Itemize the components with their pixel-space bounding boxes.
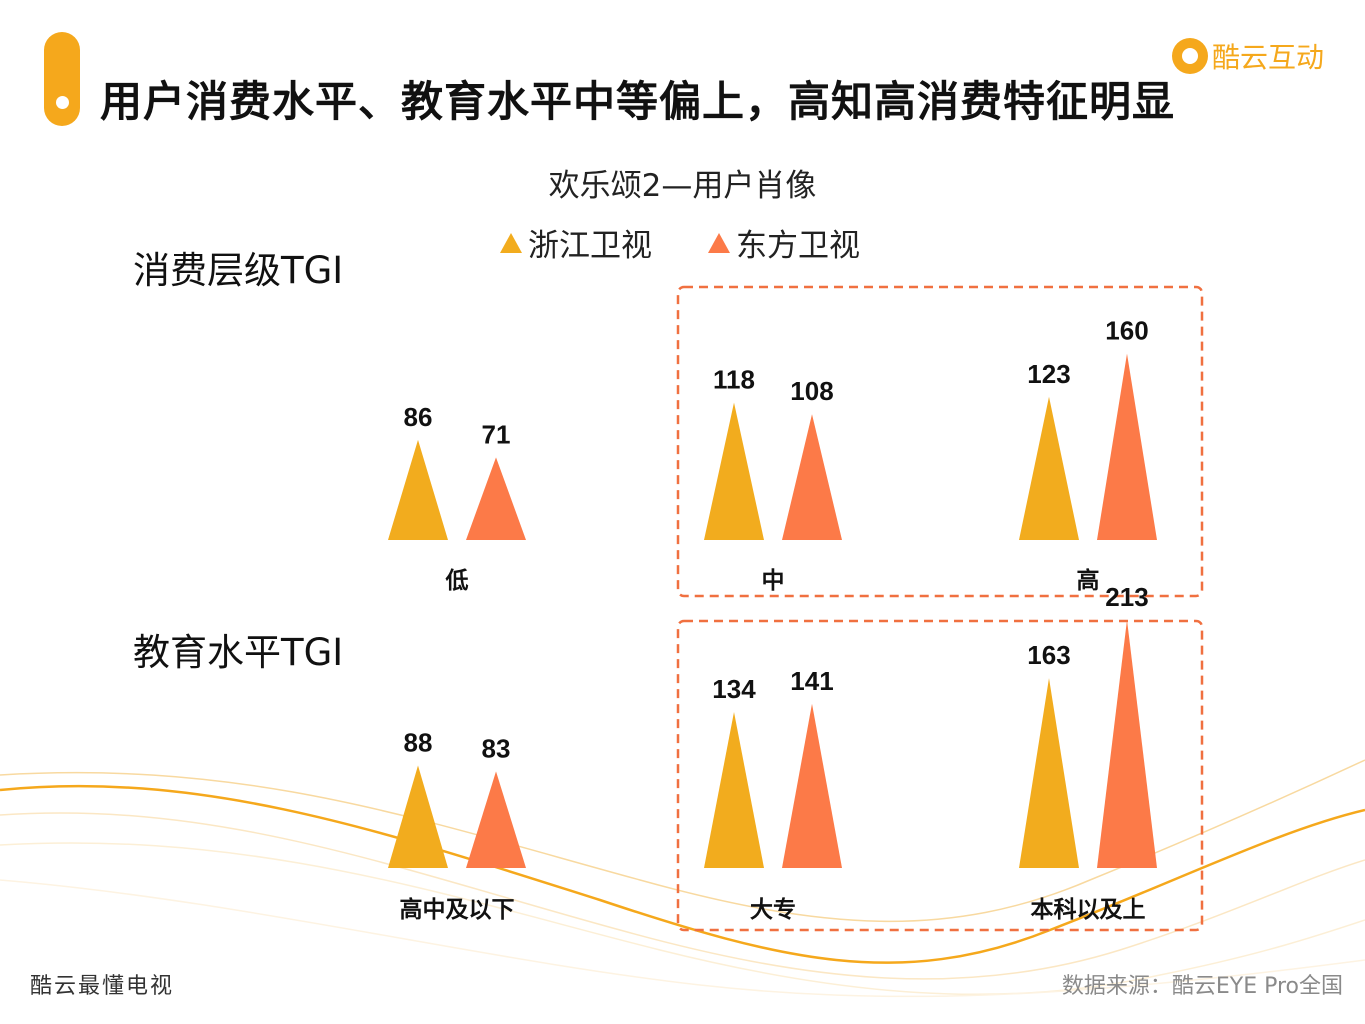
- triangle-bar: [1097, 353, 1157, 540]
- highlight-box: [676, 619, 1204, 932]
- triangle-bar: [782, 703, 842, 868]
- triangle-bar: [704, 402, 764, 540]
- section-title-consumption: 消费层级TGI: [133, 249, 344, 292]
- triangle-bar: [388, 765, 448, 868]
- data-label: 71: [482, 419, 511, 449]
- data-label: 134: [712, 674, 756, 704]
- legend-item-dongfang: 东方卫视: [708, 220, 860, 265]
- highlight-box: [676, 285, 1204, 598]
- triangle-bar: [388, 439, 448, 540]
- category-label: 高中及以下: [400, 896, 515, 923]
- logo-icon: [1172, 38, 1208, 74]
- footer-slogan: 酷云最懂电视: [30, 974, 175, 999]
- brand-logo: 酷云互动: [1172, 36, 1324, 76]
- legend-item-zhejiang: 浙江卫视: [500, 220, 652, 265]
- data-label: 163: [1027, 640, 1070, 670]
- triangle-bar: [1019, 396, 1079, 540]
- title-accent-dot: [56, 96, 69, 109]
- triangle-bar: [466, 771, 526, 868]
- data-label: 108: [790, 376, 833, 406]
- data-label: 88: [404, 728, 433, 758]
- section-title-education: 教育水平TGI: [133, 631, 344, 674]
- triangle-bar: [704, 711, 764, 868]
- data-label: 118: [713, 365, 755, 395]
- triangle-bar: [782, 414, 842, 540]
- data-label: 160: [1105, 316, 1148, 346]
- title-accent-bar: [44, 32, 80, 126]
- category-label: 高: [1077, 567, 1100, 594]
- data-label: 86: [404, 402, 433, 432]
- data-source: 数据来源：酷云EYE Pro全国: [1061, 974, 1343, 999]
- data-label: 123: [1027, 359, 1070, 389]
- logo-text: 酷云互动: [1212, 41, 1325, 74]
- legend-label: 浙江卫视: [528, 228, 652, 264]
- category-label: 大专: [750, 896, 796, 923]
- legend-label: 东方卫视: [736, 228, 860, 264]
- triangle-icon: [500, 232, 522, 253]
- triangle-bar: [466, 457, 526, 540]
- triangle-bar: [1097, 619, 1157, 868]
- category-label: 中: [762, 568, 785, 594]
- triangle-icon: [708, 232, 730, 253]
- chart-title: 欢乐颂2—用户肖像: [548, 168, 817, 204]
- data-label: 83: [482, 733, 511, 763]
- data-label: 141: [790, 666, 833, 696]
- data-label: 213: [1105, 582, 1148, 612]
- category-label: 低: [445, 568, 469, 594]
- page-title: 用户消费水平、教育水平中等偏上，高知高消费特征明显: [100, 77, 1176, 126]
- category-label: 本科以及上: [1031, 897, 1146, 923]
- triangle-bar: [1019, 678, 1079, 868]
